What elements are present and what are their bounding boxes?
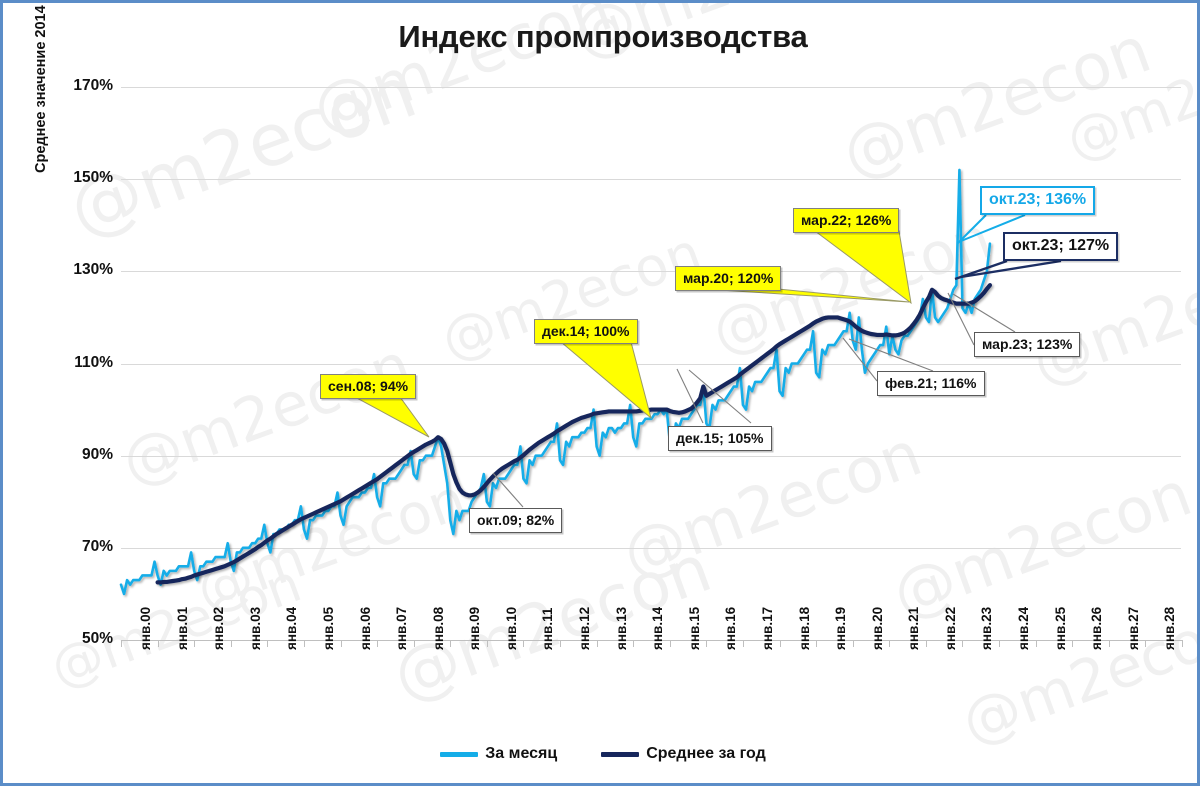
callout-oct23-annual: окт.23; 127% [1003,232,1119,262]
x-axis-tick [633,640,635,647]
x-axis-tick-label: янв.06 [357,606,373,650]
x-axis-tick [377,640,379,647]
x-axis-tick [889,640,891,647]
x-axis-tick-label: янв.27 [1125,606,1141,650]
x-axis-tick-label: янв.20 [869,606,885,650]
x-axis-tick [486,640,488,647]
x-axis-tick-label: янв.17 [759,606,775,650]
x-axis-tick [742,640,744,647]
x-axis-tick [450,640,452,647]
x-axis-tick-label: янв.24 [1016,606,1032,650]
x-axis-tick-label: янв.08 [430,606,446,650]
x-axis-tick [1035,640,1037,647]
x-axis-tick [340,640,342,647]
x-axis-tick-label: янв.03 [247,606,263,650]
callout-dec15: дек.15; 105% [668,426,772,452]
x-axis-tick [596,640,598,647]
x-axis-tick [669,640,671,647]
x-axis-tick [852,640,854,647]
x-axis-tick-label: янв.01 [174,606,190,650]
x-axis-tick [1072,640,1074,647]
legend-swatch-annual [601,751,640,757]
callout-oct09: окт.09; 82% [469,508,563,534]
x-axis-tick-label: янв.05 [320,606,336,650]
callout-dec14: дек.14; 100% [534,319,638,345]
x-axis-tick-label: янв.00 [138,606,153,650]
legend-label-annual: Среднее за год [646,745,766,762]
y-axis-tick-label: 170% [73,77,113,94]
x-axis-tick-label: янв.13 [613,606,629,650]
legend-item-monthly: За месяц [440,745,557,763]
y-axis-tick-label: 130% [73,261,113,279]
plot-area [121,87,1181,641]
x-axis-tick [999,640,1001,647]
y-axis-tick-label: 90% [81,445,113,463]
gridline [121,455,1181,457]
x-axis-tick-label: янв.21 [906,606,922,650]
x-axis-tick [560,640,562,647]
x-axis-tick [779,640,781,647]
x-axis-tick [303,640,305,647]
x-axis-tick-label: янв.14 [650,606,666,650]
x-axis-tick [1182,640,1183,647]
x-axis-tick [194,640,196,647]
x-axis-tick [230,640,232,647]
legend-swatch-monthly [440,751,479,757]
x-axis-line [121,640,1182,641]
x-axis-tick-label: янв.22 [942,606,958,650]
legend: За месяц Среднее за год [3,745,1197,763]
y-axis-tick-label: 50% [81,630,113,647]
x-axis-tick [267,640,269,647]
callout-mar23: мар.23; 123% [974,332,1081,358]
x-axis-tick [157,640,159,647]
callout-oct23-monthly: окт.23; 136% [980,186,1096,216]
legend-item-annual: Среднее за год [601,745,766,763]
x-axis-tick [121,640,122,647]
x-axis-tick [816,640,818,647]
x-axis-tick-label: янв.18 [796,606,812,650]
x-axis-tick [1108,640,1110,647]
x-axis-tick-label: янв.02 [211,606,227,650]
x-axis-tick [925,640,927,647]
x-axis-tick-label: янв.10 [503,606,519,650]
x-axis-tick-label: янв.28 [1162,606,1178,650]
callout-mar22: мар.22; 126% [793,208,900,234]
callout-sep08: сен.08; 94% [320,374,417,400]
x-axis-tick-label: янв.07 [394,606,410,650]
x-axis-tick-label: янв.09 [467,606,483,650]
gridline [121,547,1181,549]
x-axis-tick-label: янв.19 [833,606,849,650]
x-axis-tick [962,640,964,647]
x-axis-tick-label: янв.25 [1052,606,1068,650]
gridline [121,87,1181,88]
x-axis-tick-label: янв.04 [284,606,300,650]
x-axis-tick-label: янв.16 [723,606,739,650]
callout-feb21: фев.21; 116% [877,371,985,397]
x-axis-tick-label: янв.23 [979,606,995,650]
x-axis-tick-label: янв.26 [1089,606,1105,650]
x-axis-tick [413,640,415,647]
page-title: Индекс промпроизводства [398,19,808,54]
x-axis-tick [1145,640,1147,647]
x-axis-tick-label: янв.15 [686,606,702,650]
gridline [121,363,1181,365]
x-axis-tick [523,640,525,647]
x-axis-tick-label: янв.12 [577,606,593,650]
legend-label-monthly: За месяц [485,745,558,762]
gridline [121,179,1181,181]
callout-mar20: мар.20; 120% [675,266,782,292]
y-axis-tick-label: 70% [81,537,113,555]
x-axis-tick-label: янв.11 [540,607,556,650]
y-axis-tick-label: 150% [73,169,113,187]
y-axis-tick-label: 110% [74,353,113,371]
gridline [121,271,1181,273]
y-axis-title: Среднее значение 2014 года = 100% [33,0,49,173]
x-axis-tick [706,640,708,647]
